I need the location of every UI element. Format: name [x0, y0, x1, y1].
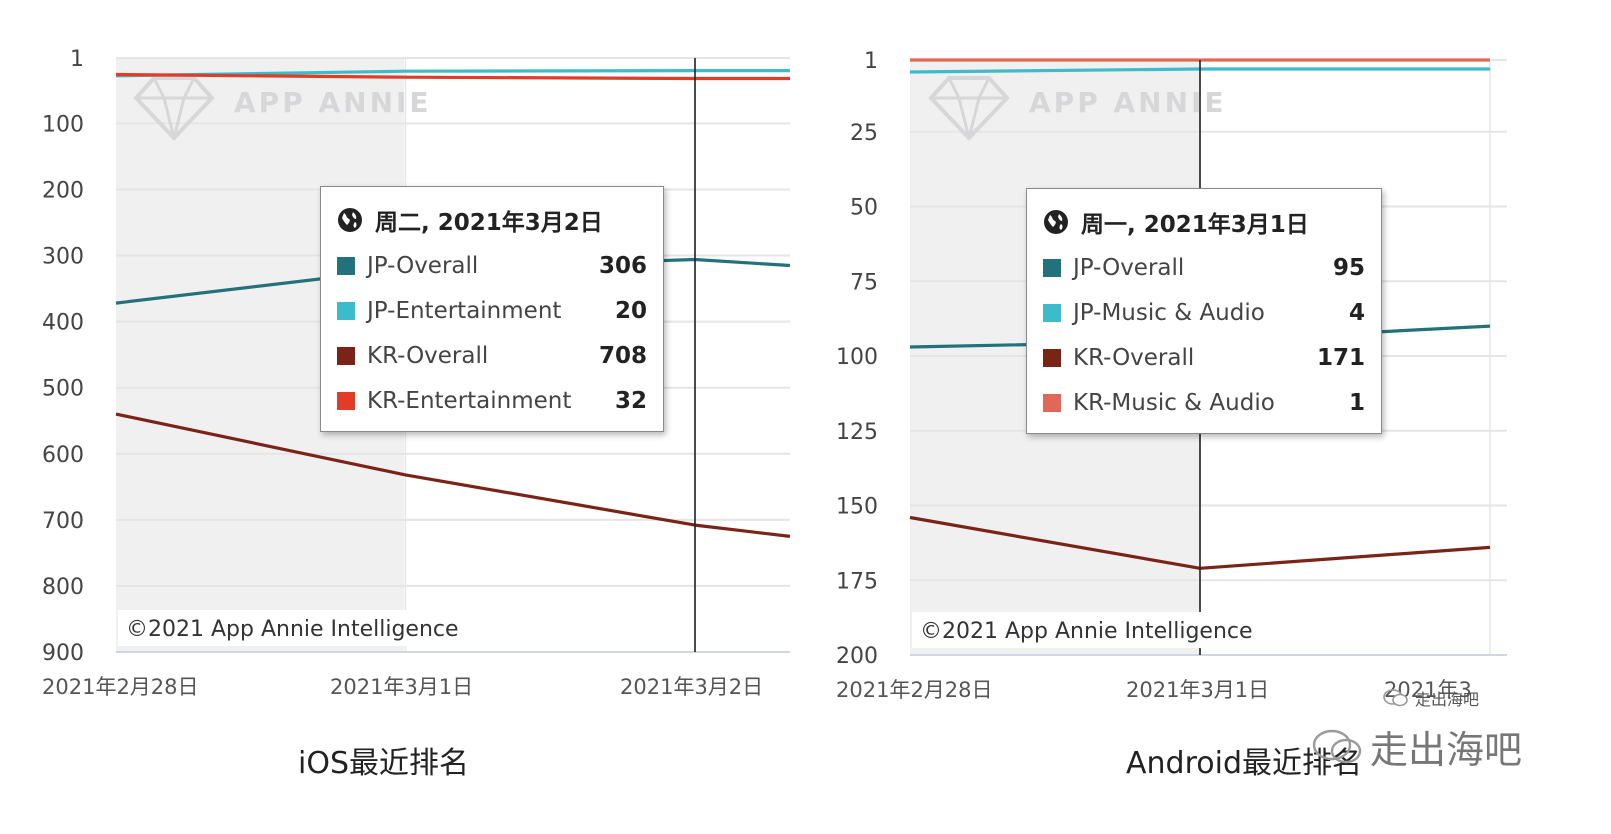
ios-copyright: ©2021 App Annie Intelligence: [126, 617, 459, 642]
ios-tooltip-row: JP-Entertainment 20: [337, 288, 647, 333]
android-y-tick: 150: [836, 495, 878, 520]
android-x-tick: 2021年3月1日: [1126, 678, 1269, 702]
android-y-tick: 1: [864, 49, 878, 74]
series-name: JP-Overall: [1073, 254, 1185, 281]
ios-tooltip-row: JP-Overall 306: [337, 243, 647, 288]
android-tooltip-header: 周一, 2021年3月1日: [1043, 205, 1365, 239]
ios-series-kr-entertainment: [115, 72, 790, 81]
ios-y-tick: 800: [42, 575, 84, 600]
legend-swatch: [337, 301, 355, 320]
ios-tooltip-row: KR-Overall 708: [337, 333, 647, 378]
ios-caption: iOS最近排名: [298, 746, 469, 781]
series-name: JP-Music & Audio: [1073, 299, 1265, 326]
ios-tooltip-date: 周二, 2021年3月2日: [375, 210, 603, 236]
wechat-account-large: 走出海吧: [1370, 728, 1523, 772]
android-y-tick: 200: [836, 644, 878, 669]
ios-x-tick: 2021年3月2日: [620, 675, 763, 699]
android-tooltip-row: KR-Music & Audio 1: [1043, 380, 1365, 425]
ios-watermark-text: APP ANNIE: [234, 86, 432, 119]
series-rank: 20: [614, 297, 647, 324]
android-y-tick: 75: [850, 270, 878, 295]
android-tooltip-date: 周一, 2021年3月1日: [1081, 212, 1309, 238]
ios-series-jp-entertainment: [115, 68, 790, 78]
android-x-tick: 2021年2月28日: [836, 678, 993, 702]
series-name: KR-Overall: [1073, 344, 1195, 371]
series-rank: 1: [1348, 389, 1365, 416]
ios-series-kr-overall: [115, 412, 791, 538]
series-rank: 4: [1348, 299, 1365, 326]
series-rank: 708: [598, 342, 647, 369]
android-y-tick: 50: [850, 196, 878, 221]
android-x-axis: 2021年2月28日 2021年3月1日 2021年3: [836, 678, 1472, 702]
android-copyright: ©2021 App Annie Intelligence: [920, 619, 1253, 644]
app-annie-logo-icon: [928, 76, 1010, 141]
legend-swatch: [1043, 303, 1061, 322]
legend-swatch: [337, 391, 355, 410]
ios-y-tick: 300: [42, 245, 84, 270]
ios-x-axis: 2021年2月28日 2021年3月1日 2021年3月2日: [42, 675, 763, 699]
ios-y-tick: 1: [70, 47, 84, 72]
ios-watermark: APP ANNIE: [133, 76, 432, 141]
series-rank: 32: [614, 387, 647, 414]
series-name: KR-Music & Audio: [1073, 389, 1275, 416]
globe-icon: [1044, 210, 1068, 234]
ios-y-tick: 200: [42, 178, 84, 203]
legend-swatch: [1043, 258, 1061, 277]
android-tooltip: 周一, 2021年3月1日 JP-Overall 95 JP-Music & Aud…: [1026, 188, 1382, 434]
android-watermark-text: APP ANNIE: [1029, 86, 1227, 119]
ios-tooltip-rows: JP-Overall 306 JP-Entertainment 20 KR-Overal…: [337, 243, 647, 423]
globe-icon: [338, 208, 362, 232]
wechat-watermark-large: 走出海吧: [1312, 719, 1522, 774]
series-rank: 306: [598, 252, 647, 279]
app-annie-logo-icon: [133, 76, 215, 141]
series-rank: 95: [1332, 254, 1365, 281]
ios-y-tick: 100: [42, 112, 84, 137]
ios-y-tick: 400: [42, 311, 84, 336]
series-name: KR-Entertainment: [367, 387, 572, 414]
android-tooltip-row: JP-Music & Audio 4: [1043, 290, 1365, 335]
ios-x-tick: 2021年2月28日: [42, 675, 199, 699]
ios-tooltip-header: 周二, 2021年3月2日: [337, 203, 647, 237]
series-name: JP-Overall: [367, 252, 479, 279]
android-tooltip-row: JP-Overall 95: [1043, 245, 1365, 290]
wechat-icon: [1383, 689, 1408, 707]
android-watermark: APP ANNIE: [928, 76, 1227, 141]
ios-y-tick: 700: [42, 509, 84, 534]
ios-y-axis: 1 100 200 300 400 500 600 700 800 900: [42, 47, 84, 666]
android-tooltip-rows: JP-Overall 95 JP-Music & Audio 4 KR-Overall 1…: [1043, 245, 1365, 425]
ios-tooltip: 周二, 2021年3月2日 JP-Overall 306 JP-Entertainm…: [320, 186, 664, 432]
android-y-tick: 100: [836, 345, 878, 370]
wechat-icon: [1312, 729, 1362, 763]
ios-y-tick: 600: [42, 443, 84, 468]
legend-swatch: [1043, 348, 1061, 367]
android-y-tick: 125: [836, 420, 878, 445]
series-name: JP-Entertainment: [367, 297, 562, 324]
legend-swatch: [337, 346, 355, 365]
wechat-watermark-small: 走出海吧: [1383, 686, 1479, 710]
android-copyright-bg: [912, 612, 1257, 648]
ios-y-tick: 500: [42, 377, 84, 402]
android-tooltip-row: KR-Overall 171: [1043, 335, 1365, 380]
legend-swatch: [1043, 393, 1061, 412]
legend-swatch: [337, 256, 355, 275]
android-y-tick: 25: [850, 121, 878, 146]
wechat-account-small: 走出海吧: [1415, 690, 1480, 709]
android-y-tick: 175: [836, 569, 878, 594]
ios-y-tick: 900: [42, 641, 84, 666]
series-rank: 171: [1316, 344, 1365, 371]
series-name: KR-Overall: [367, 342, 489, 369]
ios-x-tick: 2021年3月1日: [330, 675, 473, 699]
ios-tooltip-row: KR-Entertainment 32: [337, 378, 647, 423]
ios-copyright-bg: [118, 610, 463, 646]
android-caption: Android最近排名: [1126, 746, 1362, 781]
